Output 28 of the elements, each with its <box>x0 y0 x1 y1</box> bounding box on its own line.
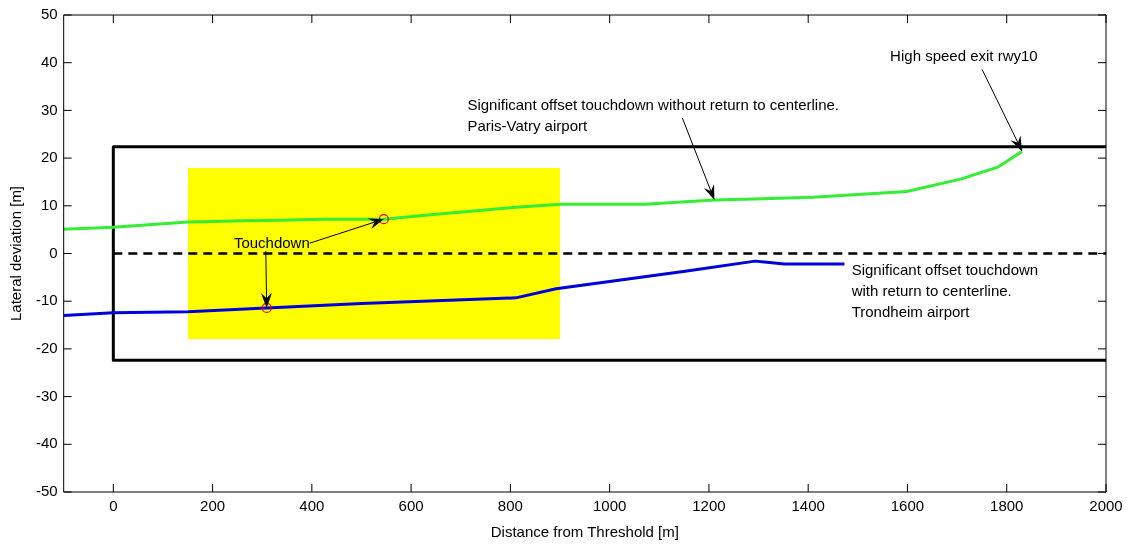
y-tick-label: 30 <box>40 100 58 118</box>
annotation: High speed exit rwy10 <box>890 47 1038 65</box>
y-tick-label: 10 <box>40 195 58 213</box>
x-tick-label: 1800 <box>990 497 1024 515</box>
y-tick-label: -20 <box>35 339 58 357</box>
y-axis-title: Lateral deviation [m] <box>7 185 25 322</box>
x-tick-label: 1000 <box>592 497 627 515</box>
y-tick-label: -50 <box>35 482 58 500</box>
y-tick-label: -40 <box>35 434 58 452</box>
x-tick-label: 400 <box>299 497 325 515</box>
y-tick-label: 40 <box>40 52 58 70</box>
y-tick-label: 50 <box>40 5 58 23</box>
x-tick-label: 1400 <box>791 497 825 515</box>
x-tick-label: 2000 <box>1089 497 1123 515</box>
x-tick-label: 600 <box>398 497 424 515</box>
x-axis-title: Distance from Threshold [m] <box>490 523 679 541</box>
x-tick-label: 0 <box>109 497 118 515</box>
annotation: Touchdown <box>233 234 310 252</box>
y-tick-label: 20 <box>40 148 58 166</box>
x-tick-label: 200 <box>200 497 226 515</box>
annotation: Significant offset touchdown without return to centerline. Paris-Vatry airport <box>467 96 839 135</box>
y-tick-label: 0 <box>49 243 58 261</box>
x-tick-label: 800 <box>497 497 523 515</box>
x-tick-label: 1600 <box>890 497 925 515</box>
y-tick-label: -30 <box>35 386 58 404</box>
y-tick-label: -10 <box>35 291 58 309</box>
x-tick-label: 1200 <box>692 497 726 515</box>
annotation: Significant offset touchdown with return to centerline. Trondheim airport <box>850 260 1039 320</box>
